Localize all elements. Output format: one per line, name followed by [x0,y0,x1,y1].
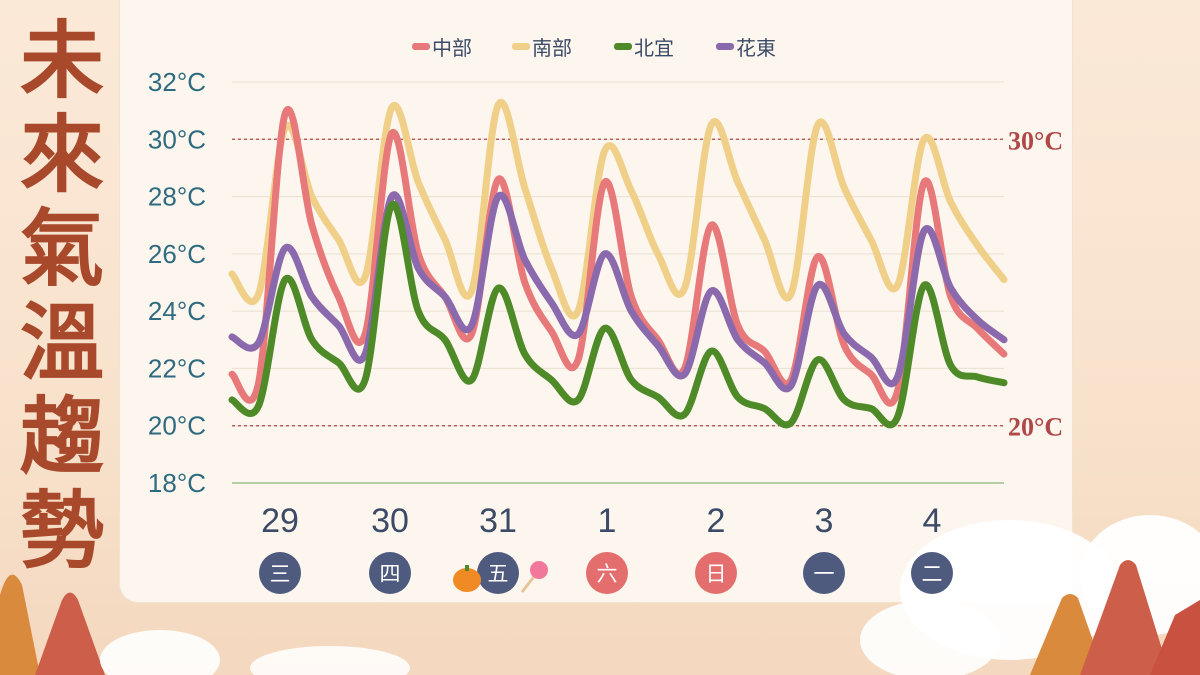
weekday-label: 二 [922,562,943,586]
weekday-label: 六 [597,562,618,586]
y-tick-label: 26°C [148,239,206,269]
series-line [228,200,1008,429]
reference-label: 30°C [1008,126,1063,155]
series-line [228,106,1008,407]
x-tick-label: 30 [371,502,409,540]
legend-label: 中部 [432,36,472,60]
legend-swatch [512,43,530,50]
x-tick-label: 1 [598,502,617,540]
y-tick-label: 18°C [148,468,206,498]
y-tick-label: 22°C [148,353,206,383]
y-tick-label: 32°C [148,67,206,97]
pumpkin-icon [453,568,481,592]
y-tick-label: 28°C [148,182,206,212]
series-line [228,191,1008,393]
y-tick-label: 30°C [148,124,206,154]
x-tick-label: 31 [479,502,517,540]
legend-swatch [716,43,734,50]
weekday-label: 五 [488,562,509,586]
weekday-badge [911,552,953,594]
reference-label: 20°C [1008,413,1063,442]
weekday-label: 日 [706,562,727,586]
x-tick-label: 3 [815,502,834,540]
title-char: 未 [19,11,104,110]
pumpkin-stem-icon [465,565,469,571]
weekday-label: 三 [270,562,291,586]
legend-label: 北宜 [634,36,674,60]
y-tick-label: 20°C [148,411,206,441]
weekday-badge [369,552,411,594]
x-tick-label: 29 [261,502,299,540]
weekday-badge [803,552,845,594]
legend-label: 花東 [736,36,776,60]
weekday-badge [586,552,628,594]
title-char: 勢 [19,481,104,580]
y-tick-label: 24°C [148,296,206,326]
weekday-badge [259,552,301,594]
title-char: 溫 [19,293,104,392]
title-char: 趨 [19,387,104,486]
legend-label: 南部 [532,36,572,60]
weekday-badge [477,552,519,594]
page-title: 未 來 氣 溫 趨 勢 [14,14,110,578]
weekday-label: 一 [814,562,835,586]
legend-swatch [614,43,632,50]
x-tick-label: 2 [707,502,726,540]
title-char: 來 [19,105,104,204]
lollipop-icon [530,561,548,579]
legend-swatch [412,43,430,50]
weekday-badge [695,552,737,594]
title-char: 氣 [19,199,104,298]
weekday-label: 四 [380,562,401,586]
series-line [228,98,1008,320]
x-tick-label: 4 [923,502,942,540]
